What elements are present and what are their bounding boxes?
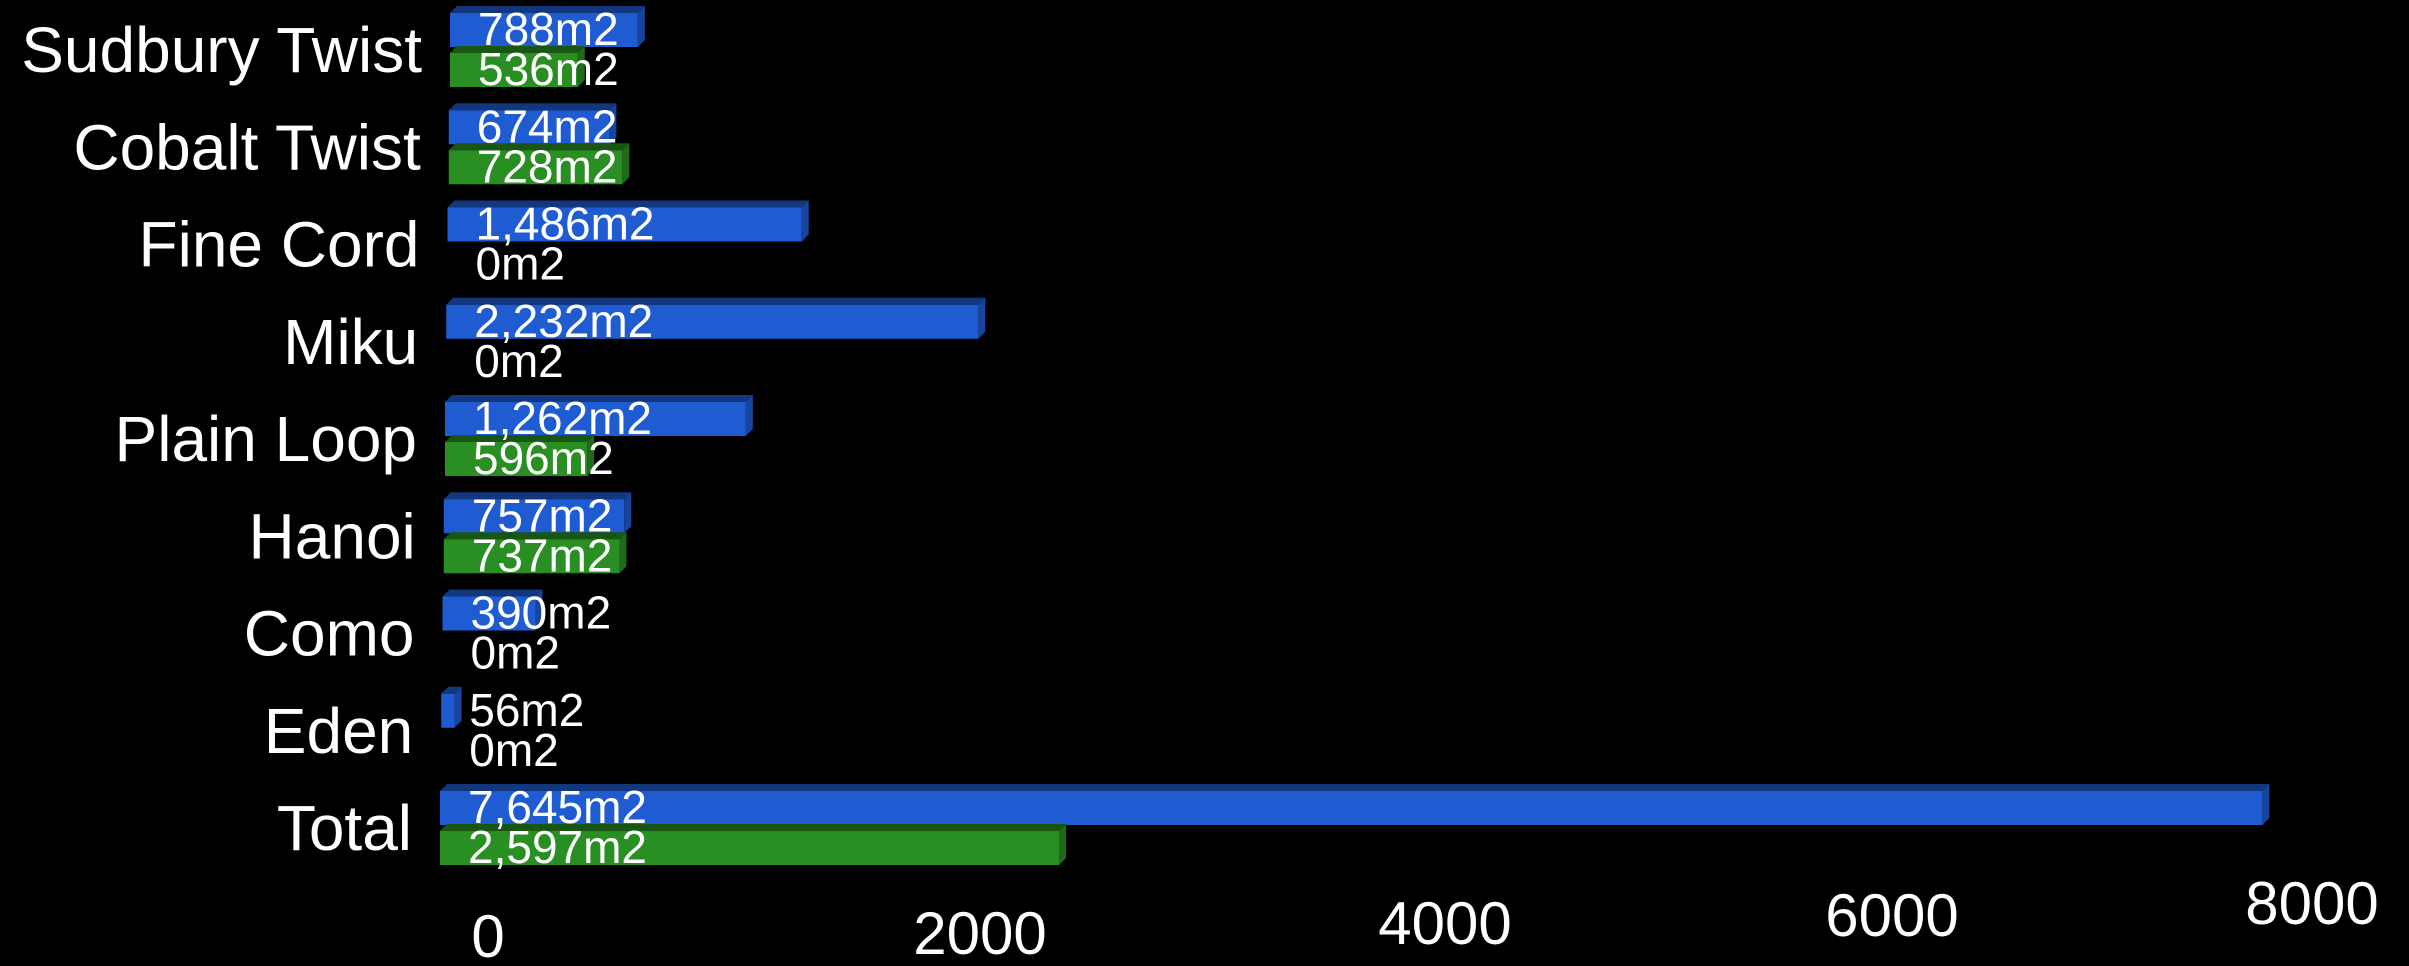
bar-end-face <box>624 492 632 534</box>
bar-top-face <box>448 103 617 111</box>
x-tick-label: 4000 <box>1378 890 1511 957</box>
bar-green <box>440 824 1067 865</box>
bar-front-face <box>443 539 620 574</box>
bars <box>440 6 2270 865</box>
bar-top-face <box>450 46 585 53</box>
bar-end-face <box>1059 824 1067 865</box>
bar-front-face <box>450 13 638 47</box>
bar-top-face <box>450 6 645 13</box>
bar-top-face <box>441 686 462 694</box>
bar-end-face <box>622 143 630 185</box>
bar-blue <box>441 686 462 728</box>
category-label: Cobalt Twist <box>73 111 421 183</box>
value-label: 737m2 <box>472 529 613 581</box>
bar-front-face <box>443 499 625 534</box>
bar-front-face <box>445 442 588 476</box>
x-tick-label: 6000 <box>1825 882 1958 949</box>
bar-blue <box>440 784 2270 825</box>
value-label: 390m2 <box>471 587 612 639</box>
value-label: 0m2 <box>471 627 560 679</box>
bar-end-face <box>619 532 627 574</box>
bar-blue <box>447 200 809 242</box>
bar-blue <box>450 6 645 47</box>
bar-green <box>445 435 595 476</box>
bar-front-face <box>440 831 1060 865</box>
bar-front-face <box>442 596 536 631</box>
bar-end-face <box>801 200 809 242</box>
bar-top-face <box>448 143 630 151</box>
value-label: 0m2 <box>474 335 563 387</box>
value-label: 56m2 <box>469 684 584 736</box>
x-axis-ticks: 0 2000 4000 6000 8000 <box>471 870 2378 966</box>
x-tick-label: 0 <box>471 903 504 966</box>
bar-top-face <box>447 200 809 208</box>
value-labels: 788m2536m2674m2728m21,486m20m22,232m20m2… <box>468 3 655 873</box>
bar-blue <box>445 395 753 436</box>
value-label: 2,597m2 <box>468 821 647 873</box>
bar-front-face <box>446 304 979 339</box>
bar-front-face <box>441 693 455 728</box>
category-labels: Sudbury Twist Cobalt Twist Fine Cord Miku Pl… <box>21 14 422 864</box>
value-label: 0m2 <box>469 724 558 776</box>
bar-top-face <box>443 492 632 500</box>
bar-top-face <box>440 824 1067 831</box>
category-label: Sudbury Twist <box>21 14 422 86</box>
bar-top-face <box>445 395 753 402</box>
bar-front-face <box>447 207 802 242</box>
bar-green <box>443 532 627 574</box>
value-label: 536m2 <box>478 43 619 95</box>
value-label: 757m2 <box>472 489 613 541</box>
value-label: 0m2 <box>476 238 565 290</box>
bar-end-face <box>609 103 617 145</box>
bar-blue <box>442 589 543 631</box>
category-label: Eden <box>264 695 413 767</box>
value-label: 788m2 <box>478 3 619 55</box>
bar-end-face <box>745 395 753 436</box>
bar-blue <box>446 297 986 339</box>
value-label: 728m2 <box>477 140 618 192</box>
bar-front-face <box>448 150 623 185</box>
category-label: Plain Loop <box>115 403 417 475</box>
bar-front-face <box>450 53 578 87</box>
bar-top-face <box>445 435 595 442</box>
bar-end-face <box>637 6 645 47</box>
value-label: 1,262m2 <box>473 392 652 444</box>
value-label: 7,645m2 <box>468 781 647 833</box>
x-tick-label: 8000 <box>2245 870 2378 937</box>
category-label: Como <box>244 598 415 670</box>
category-label: Fine Cord <box>139 209 420 281</box>
bar-green <box>448 143 630 185</box>
bar-end-face <box>587 435 595 476</box>
bar-blue <box>443 492 632 534</box>
bar-end-face <box>454 686 462 728</box>
category-label: Miku <box>283 306 418 378</box>
x-tick-label: 2000 <box>913 900 1046 966</box>
bar-front-face <box>445 402 746 436</box>
bar-top-face <box>440 784 2270 791</box>
bar-end-face <box>577 46 585 87</box>
value-label: 596m2 <box>473 432 614 484</box>
bar-blue <box>448 103 617 145</box>
value-label: 674m2 <box>477 100 618 152</box>
bar-top-face <box>443 532 627 540</box>
category-label: Hanoi <box>249 500 416 572</box>
category-label: Total <box>277 792 412 864</box>
bar-front-face <box>440 791 2263 825</box>
bar-end-face <box>535 589 543 631</box>
bar-end-face <box>2262 784 2270 825</box>
value-label: 1,486m2 <box>476 198 655 250</box>
bar-top-face <box>442 589 543 597</box>
bar-front-face <box>448 110 610 145</box>
value-label: 2,232m2 <box>474 295 653 347</box>
bar-top-face <box>446 297 986 305</box>
bar-green <box>450 46 585 87</box>
bar-end-face <box>978 297 986 339</box>
